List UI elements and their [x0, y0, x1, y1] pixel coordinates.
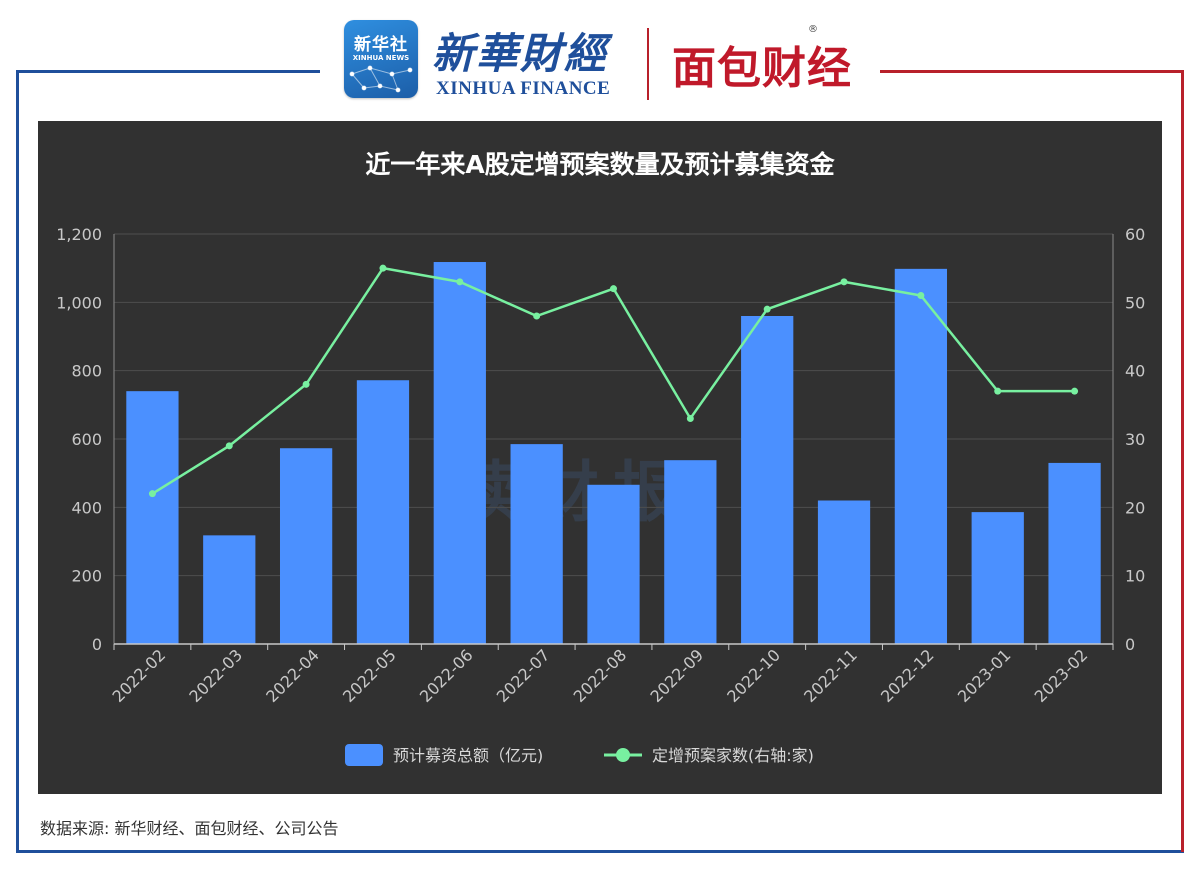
- logo-divider: [647, 28, 649, 100]
- source-note: 数据来源: 新华财经、面包财经、公司公告: [40, 819, 339, 838]
- line-point: [379, 264, 387, 272]
- y-left-tick-label: 600: [71, 430, 102, 449]
- y-right-tick-label: 0: [1125, 635, 1135, 654]
- xinhua-finance-logo-cn: 新華財經: [432, 29, 609, 78]
- bar: [126, 391, 179, 644]
- x-tick-label: 2022-11: [800, 645, 861, 706]
- bar: [587, 484, 640, 644]
- y-left-tick-label: 0: [92, 635, 102, 654]
- y-right-tick-label: 20: [1125, 498, 1145, 517]
- x-tick-label: 2022-10: [723, 645, 784, 706]
- registered-mark: ®: [808, 24, 818, 35]
- x-tick-label: 2022-04: [262, 645, 323, 706]
- xinhua-news-logo: 新华社 XINHUA NEWS: [344, 20, 418, 98]
- line-point: [1071, 387, 1079, 395]
- line-point: [994, 387, 1002, 395]
- legend-bar-swatch: [345, 744, 383, 766]
- xinhua-badge-cn: 新华社: [354, 35, 408, 55]
- line-point: [763, 305, 771, 313]
- line-point: [302, 380, 310, 388]
- bar: [894, 268, 948, 644]
- bar: [433, 262, 486, 644]
- x-tick-label: 2023-01: [954, 645, 1015, 706]
- bar: [664, 460, 717, 644]
- bar: [1048, 462, 1101, 644]
- frame-right-line: [1181, 70, 1184, 852]
- x-tick-label: 2022-08: [570, 645, 631, 706]
- bar: [971, 512, 1024, 644]
- x-tick-label: 2022-03: [185, 645, 246, 706]
- xinhua-finance-logo-en: XINHUA FINANCE: [436, 78, 611, 99]
- x-tick-label: 2023-02: [1031, 645, 1092, 706]
- y-right-tick-label: 60: [1125, 225, 1145, 244]
- x-tick-label: 2022-12: [877, 645, 938, 706]
- bar: [817, 500, 871, 644]
- xinhua-badge-en: XINHUA NEWS: [352, 54, 410, 62]
- watermark: 读财报: [453, 454, 693, 531]
- network-graphic-icon: [349, 65, 413, 93]
- frame-bottom-line: [16, 850, 1184, 853]
- y-right-tick-label: 40: [1125, 362, 1145, 381]
- y-right-tick-label: 30: [1125, 430, 1145, 449]
- line-point: [148, 490, 156, 498]
- line-point: [840, 278, 848, 286]
- line-point: [686, 415, 694, 422]
- x-tick-label: 2022-09: [646, 645, 707, 706]
- line-point: [533, 312, 541, 320]
- y-left-tick-label: 1,200: [56, 225, 102, 244]
- x-tick-label: 2022-05: [339, 645, 400, 706]
- y-left-tick-label: 400: [71, 498, 102, 517]
- chart-panel: 读财报 近一年来A股定增预案数量及预计募集资金 0 0 200 10 400 20 600 30…: [38, 121, 1162, 794]
- chart-svg: 近一年来A股定增预案数量及预计募集资金 0 0 200 10 400 20 600 30 800 4…: [56, 150, 1145, 766]
- bar: [741, 316, 794, 644]
- mianbao-finance-logo: 面包财经: [672, 43, 852, 94]
- x-tick-label: 2022-07: [493, 645, 554, 706]
- bar: [279, 448, 333, 644]
- frame-top-right-line: [880, 70, 1184, 73]
- frame-top-left-line: [16, 70, 320, 73]
- legend-line-marker: [616, 748, 630, 762]
- bar: [510, 444, 563, 644]
- y-right-tick-label: 50: [1125, 293, 1145, 312]
- line-point: [225, 442, 233, 450]
- y-left-tick-label: 1,000: [56, 293, 102, 312]
- y-left-tick-label: 800: [71, 362, 102, 381]
- bar: [356, 380, 410, 644]
- x-tick-label: 2022-06: [416, 645, 477, 706]
- line-point: [456, 278, 464, 286]
- legend-line-label: 定增预案家数(右轴:家): [652, 746, 814, 765]
- line-point: [610, 285, 617, 293]
- legend-bar-label: 预计募资总额（亿元): [393, 746, 543, 765]
- y-right-tick-label: 10: [1125, 567, 1145, 586]
- chart-title: 近一年来A股定增预案数量及预计募集资金: [365, 150, 835, 179]
- line-point: [917, 292, 925, 299]
- x-tick-label: 2022-02: [109, 645, 170, 706]
- y-left-tick-label: 200: [71, 567, 102, 586]
- bar: [203, 535, 256, 644]
- frame-left-line: [16, 70, 19, 852]
- header-logos: 新华社 XINHUA NEWS 新華財經 XINHUA FINANCE 面包财经…: [320, 14, 880, 104]
